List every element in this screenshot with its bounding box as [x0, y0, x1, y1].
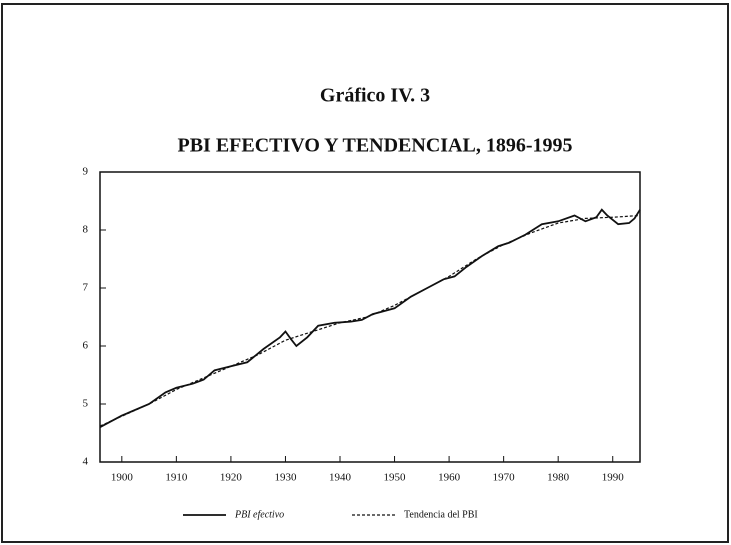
y-tick-label: 9: [83, 166, 89, 178]
x-tick-label: 1930: [274, 472, 297, 484]
x-tick-label: 1970: [493, 472, 516, 484]
y-tick-label: 7: [83, 282, 89, 294]
chart-subtitle: PBI EFECTIVO Y TENDENCIAL, 1896-1995: [177, 135, 572, 157]
series-line: [99, 208, 641, 428]
x-tick-label: 1960: [438, 472, 461, 484]
frame: [1, 3, 729, 543]
y-tick-label: 8: [83, 224, 89, 236]
legend-label: Tendencia del PBI: [404, 509, 478, 520]
x-tick-label: 1940: [329, 472, 352, 484]
x-tick-label: 1990: [602, 472, 625, 484]
chart-title: Gráfico IV. 3: [320, 85, 430, 107]
y-tick-label: 5: [83, 398, 89, 410]
legend-label: PBI efectivo: [234, 509, 284, 520]
x-tick-label: 1950: [384, 472, 407, 484]
y-tick-label: 4: [83, 456, 89, 468]
series-line: [99, 214, 641, 427]
x-tick-label: 1910: [165, 472, 188, 484]
plot-area: [99, 171, 641, 463]
x-tick-label: 1900: [111, 472, 134, 484]
y-tick-label: 6: [83, 340, 89, 352]
x-tick-label: 1980: [547, 472, 570, 484]
x-tick-label: 1920: [220, 472, 243, 484]
